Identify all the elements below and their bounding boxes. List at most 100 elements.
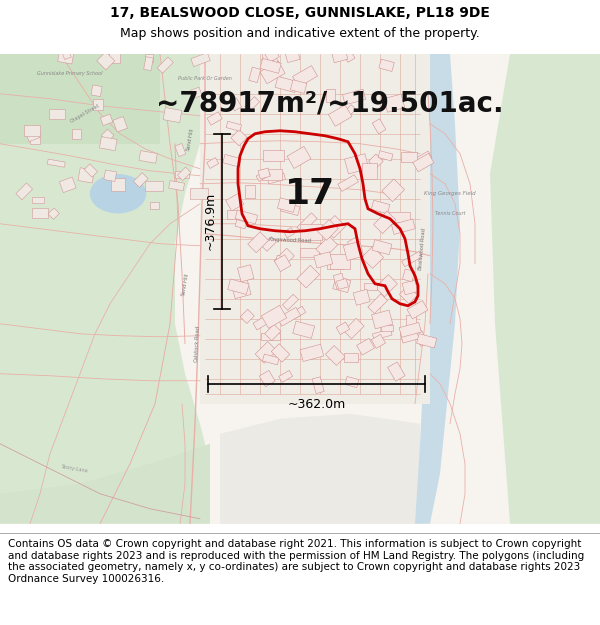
Bar: [84, 164, 98, 177]
Bar: [344, 318, 364, 339]
Bar: [300, 224, 322, 240]
Bar: [78, 168, 94, 183]
Bar: [389, 212, 410, 222]
Bar: [235, 219, 247, 229]
Text: Calstock·Road: Calstock·Road: [194, 325, 200, 362]
Bar: [16, 183, 32, 200]
Bar: [91, 85, 102, 96]
Bar: [285, 50, 300, 62]
Polygon shape: [415, 54, 460, 524]
Bar: [300, 344, 323, 361]
Bar: [414, 331, 428, 346]
Text: King Georges Field: King Georges Field: [424, 191, 476, 196]
Bar: [338, 174, 358, 191]
Bar: [262, 354, 279, 365]
Bar: [48, 208, 59, 219]
Bar: [100, 137, 117, 151]
Bar: [297, 265, 320, 288]
Bar: [231, 129, 247, 146]
Bar: [371, 200, 390, 214]
Bar: [374, 211, 396, 234]
Bar: [235, 210, 257, 224]
Bar: [326, 89, 335, 102]
Bar: [259, 371, 275, 387]
Bar: [344, 352, 358, 362]
Bar: [133, 173, 148, 188]
Bar: [275, 76, 298, 92]
Bar: [416, 334, 437, 348]
Bar: [407, 301, 428, 319]
Bar: [72, 129, 82, 139]
Bar: [227, 279, 249, 294]
Text: Bealswood·Road: Bealswood·Road: [418, 227, 427, 271]
Bar: [227, 210, 242, 219]
Bar: [260, 61, 285, 84]
Text: Kingswood·Road: Kingswood·Road: [268, 238, 311, 244]
Bar: [262, 237, 277, 251]
Bar: [371, 334, 386, 348]
Bar: [113, 116, 128, 132]
Bar: [277, 198, 296, 212]
Bar: [399, 322, 421, 338]
Bar: [373, 329, 392, 340]
Bar: [256, 169, 271, 181]
Bar: [337, 279, 349, 289]
Bar: [401, 152, 416, 162]
Bar: [190, 188, 208, 199]
Bar: [331, 48, 348, 63]
Bar: [400, 328, 419, 343]
Bar: [32, 208, 48, 219]
Bar: [267, 173, 286, 184]
Bar: [372, 239, 392, 255]
Bar: [274, 255, 291, 272]
Bar: [265, 324, 281, 341]
Bar: [300, 248, 319, 257]
Bar: [24, 124, 40, 136]
Bar: [255, 341, 277, 363]
Bar: [343, 89, 365, 105]
Bar: [297, 213, 317, 233]
Bar: [62, 49, 71, 59]
Bar: [281, 202, 300, 216]
Text: ~362.0m: ~362.0m: [287, 398, 346, 411]
Polygon shape: [220, 414, 420, 524]
Bar: [278, 371, 293, 382]
Polygon shape: [0, 54, 160, 144]
Bar: [362, 246, 383, 269]
Bar: [240, 309, 254, 324]
Text: Public Park Or Garden: Public Park Or Garden: [178, 76, 232, 81]
Bar: [320, 242, 329, 254]
Bar: [368, 294, 388, 314]
Bar: [336, 322, 350, 334]
Bar: [343, 241, 364, 261]
Bar: [400, 286, 418, 304]
Text: Chapel·Street: Chapel·Street: [69, 103, 101, 124]
Bar: [101, 129, 114, 142]
Text: Contains OS data © Crown copyright and database right 2021. This information is : Contains OS data © Crown copyright and d…: [8, 539, 584, 584]
Bar: [382, 179, 404, 202]
Ellipse shape: [91, 175, 146, 213]
Bar: [371, 310, 393, 329]
Bar: [260, 58, 281, 73]
Bar: [283, 294, 298, 310]
Bar: [333, 277, 351, 292]
Bar: [178, 167, 191, 181]
Bar: [262, 169, 282, 180]
Bar: [191, 52, 210, 67]
Bar: [328, 105, 352, 126]
Bar: [25, 127, 40, 141]
Bar: [333, 273, 346, 289]
Text: Tennis Court: Tennis Court: [435, 211, 465, 216]
Bar: [284, 228, 295, 238]
Bar: [104, 170, 116, 181]
Text: Gunnislake Primary School: Gunnislake Primary School: [37, 71, 103, 76]
Bar: [287, 146, 311, 169]
Bar: [263, 149, 284, 161]
Bar: [32, 197, 44, 203]
Bar: [362, 163, 377, 179]
Bar: [226, 194, 244, 211]
Bar: [384, 94, 404, 112]
Bar: [413, 151, 432, 166]
Bar: [163, 107, 182, 122]
Bar: [191, 88, 202, 99]
